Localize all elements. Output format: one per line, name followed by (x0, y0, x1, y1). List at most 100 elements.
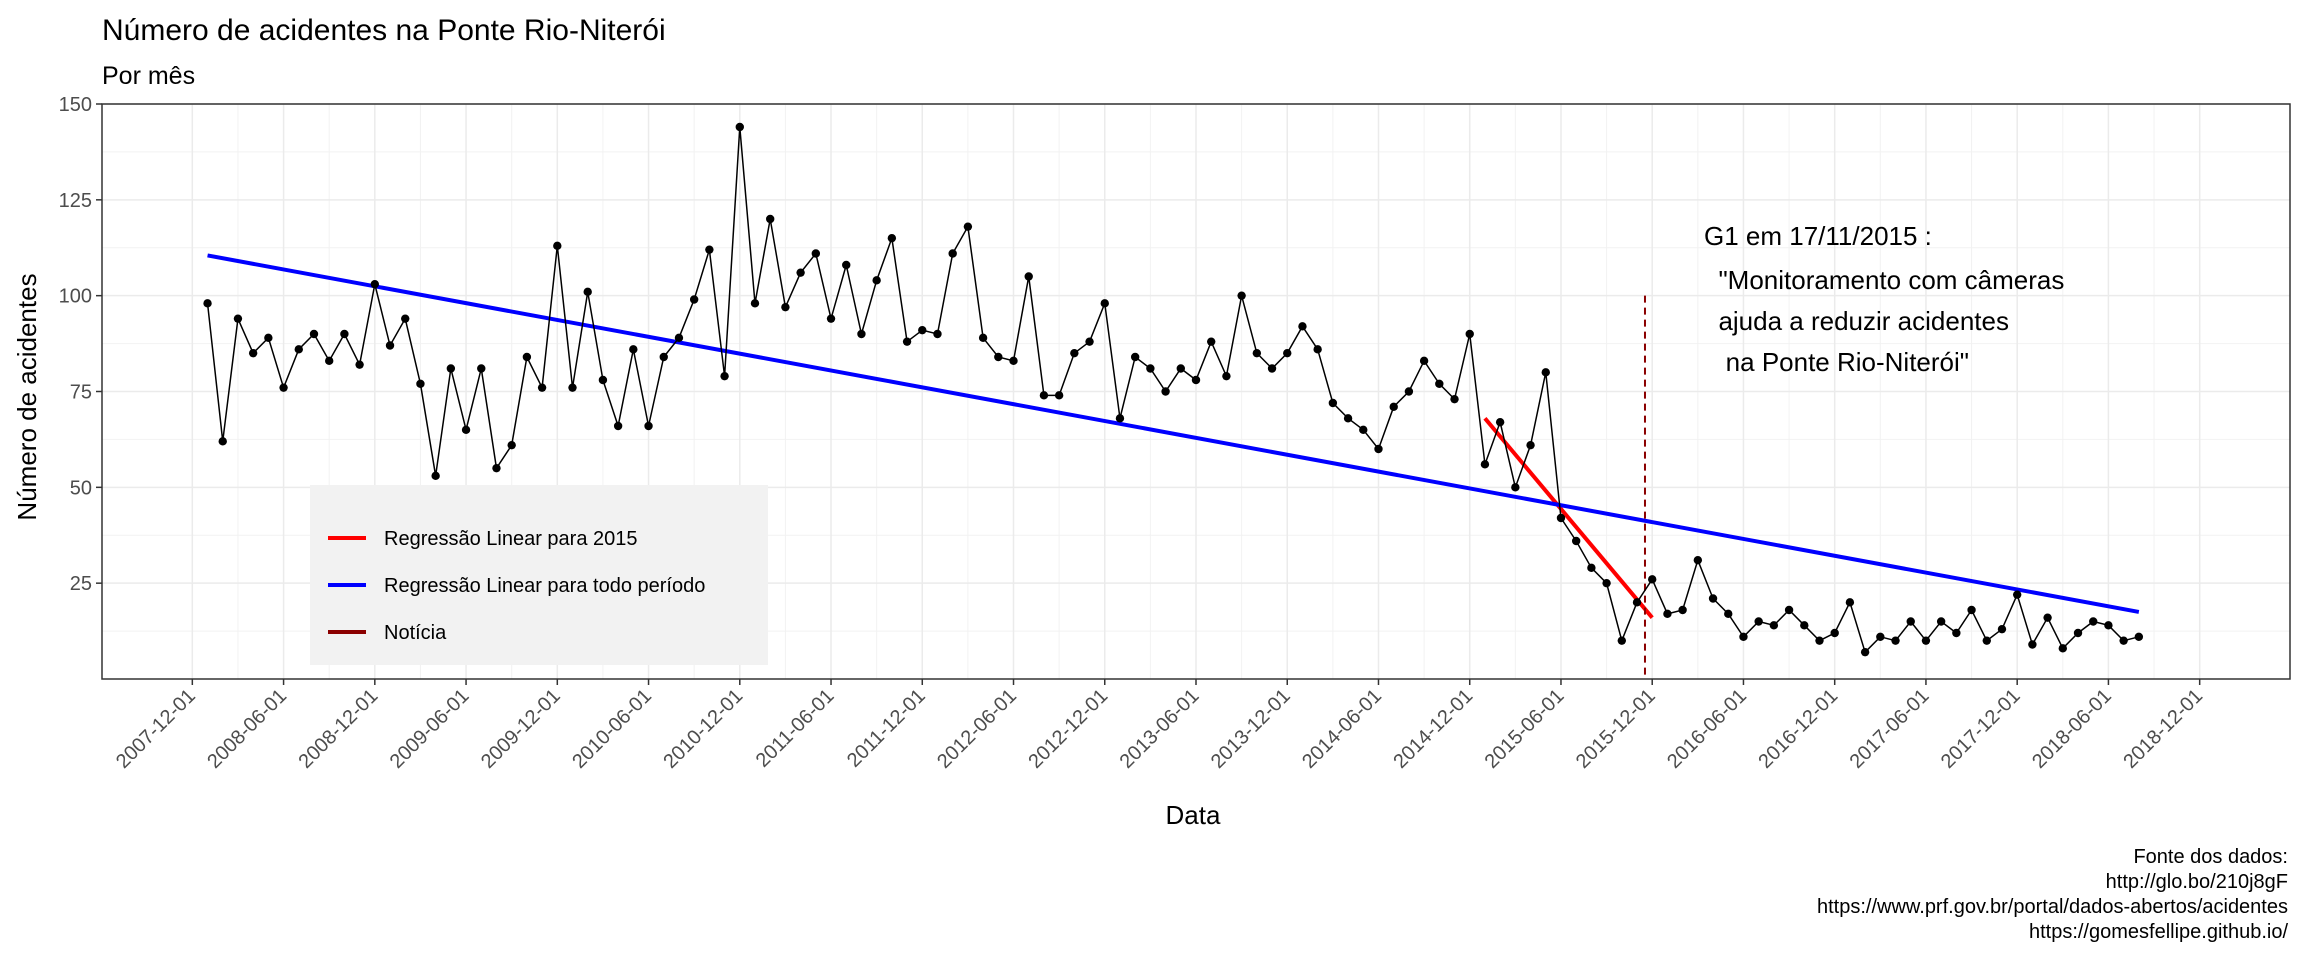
x-tick-label: 2015-06-01 (1481, 685, 1569, 773)
data-point (796, 268, 805, 277)
data-point (887, 233, 897, 243)
data-point (1359, 425, 1368, 435)
data-point (872, 276, 881, 285)
regression-line-2015 (1483, 417, 1654, 619)
data-point (1207, 337, 1216, 346)
y-tick-label: 100 (59, 286, 92, 308)
data-point (613, 421, 623, 431)
data-point (1374, 444, 1383, 454)
data-point (1085, 337, 1094, 346)
data-point (1936, 617, 1946, 626)
data-point (1252, 348, 1262, 358)
data-point (857, 329, 866, 339)
annotation-line-2: "Monitoramento com câmeras (1704, 265, 2064, 295)
data-point (1343, 414, 1353, 423)
chart-title: Número de acidentes na Ponte Rio-Niterói (102, 14, 666, 47)
x-tick-label: 2008-12-01 (294, 685, 382, 773)
data-point (1389, 402, 1398, 412)
data-point (1982, 636, 1991, 645)
data-point (1678, 605, 1687, 615)
data-point (492, 463, 501, 473)
data-point (720, 371, 729, 381)
data-point (1602, 578, 1611, 588)
x-tick-label: 2017-12-01 (1937, 685, 2025, 773)
data-point (1845, 598, 1855, 607)
data-point (2058, 644, 2068, 653)
data-point (203, 299, 212, 308)
data-point (355, 360, 364, 369)
x-axis: 2007-12-01 2008-06-01 2008-12-01 2009-06-01… (112, 679, 2207, 773)
y-tick-label: 150 (59, 94, 92, 116)
annotation-line-1: G1 em 17/11/2015 : (1704, 221, 1932, 251)
data-point (385, 341, 395, 350)
data-point (1952, 628, 1961, 638)
data-point (1130, 352, 1140, 362)
data-point (1693, 555, 1703, 565)
data-point (264, 333, 273, 343)
y-tick-label: 125 (59, 190, 92, 212)
data-point (1815, 636, 1824, 645)
data-point (705, 245, 714, 254)
data-point (629, 345, 638, 354)
data-point (370, 279, 380, 289)
data-point (902, 337, 912, 346)
data-point (1070, 348, 1079, 358)
data-point (461, 425, 471, 435)
data-point (477, 364, 486, 373)
data-point (1587, 563, 1596, 573)
x-tick-label: 2018-06-01 (2028, 685, 2116, 773)
data-point (1237, 291, 1246, 300)
y-tick-label: 50 (70, 477, 92, 499)
annotation-line-4: na Ponte Rio-Niterói" (1704, 347, 1969, 377)
data-point (2104, 621, 2113, 630)
data-point (948, 249, 957, 258)
data-point (1161, 387, 1170, 396)
data-point (1830, 628, 1839, 638)
legend-background (310, 485, 768, 665)
x-tick-label: 2012-12-01 (1024, 685, 1112, 773)
x-axis-title: Data (1166, 800, 1221, 830)
x-tick-label: 2008-06-01 (203, 685, 291, 773)
data-point (507, 440, 516, 450)
chart-subtitle: Por mês (102, 62, 195, 90)
data-point (401, 314, 410, 323)
data-point (1617, 636, 1626, 645)
data-point (2073, 628, 2083, 638)
data-point (1739, 632, 1748, 642)
x-tick-label: 2009-06-01 (386, 685, 474, 773)
legend-label-regression-2015: Regressão Linear para 2015 (384, 528, 638, 550)
data-point (1465, 329, 1474, 339)
data-point (1222, 371, 1231, 381)
data-point (416, 379, 425, 389)
data-point (2012, 590, 2022, 599)
data-point (1891, 636, 1900, 645)
data-point (2043, 613, 2052, 622)
data-point (1876, 632, 1885, 642)
x-tick-label: 2007-12-01 (112, 685, 200, 773)
data-point (324, 356, 334, 366)
data-point (248, 348, 258, 358)
data-point (2089, 617, 2098, 626)
data-point (1313, 345, 1322, 354)
data-point (1906, 617, 1915, 626)
data-point (1860, 647, 1870, 657)
data-point (1784, 605, 1794, 615)
data-point (689, 295, 699, 304)
data-point (294, 345, 303, 354)
data-point (1921, 636, 1931, 645)
caption-line-1: Fonte dos dados: (2133, 846, 2288, 868)
data-point (918, 325, 927, 335)
x-tick-label: 2016-12-01 (1754, 685, 1842, 773)
data-point (1800, 621, 1809, 630)
x-tick-label: 2012-06-01 (933, 685, 1021, 773)
data-point (1632, 598, 1642, 607)
data-point (1571, 536, 1581, 546)
data-point (522, 352, 532, 362)
x-tick-label: 2010-12-01 (659, 685, 747, 773)
data-point (2119, 636, 2128, 645)
data-point (1663, 609, 1672, 619)
legend-label-noticia: Notícia (384, 622, 447, 644)
y-tick-label: 75 (70, 382, 92, 404)
legend: Regressão Linear para 2015 Regressão Lin… (310, 485, 768, 665)
